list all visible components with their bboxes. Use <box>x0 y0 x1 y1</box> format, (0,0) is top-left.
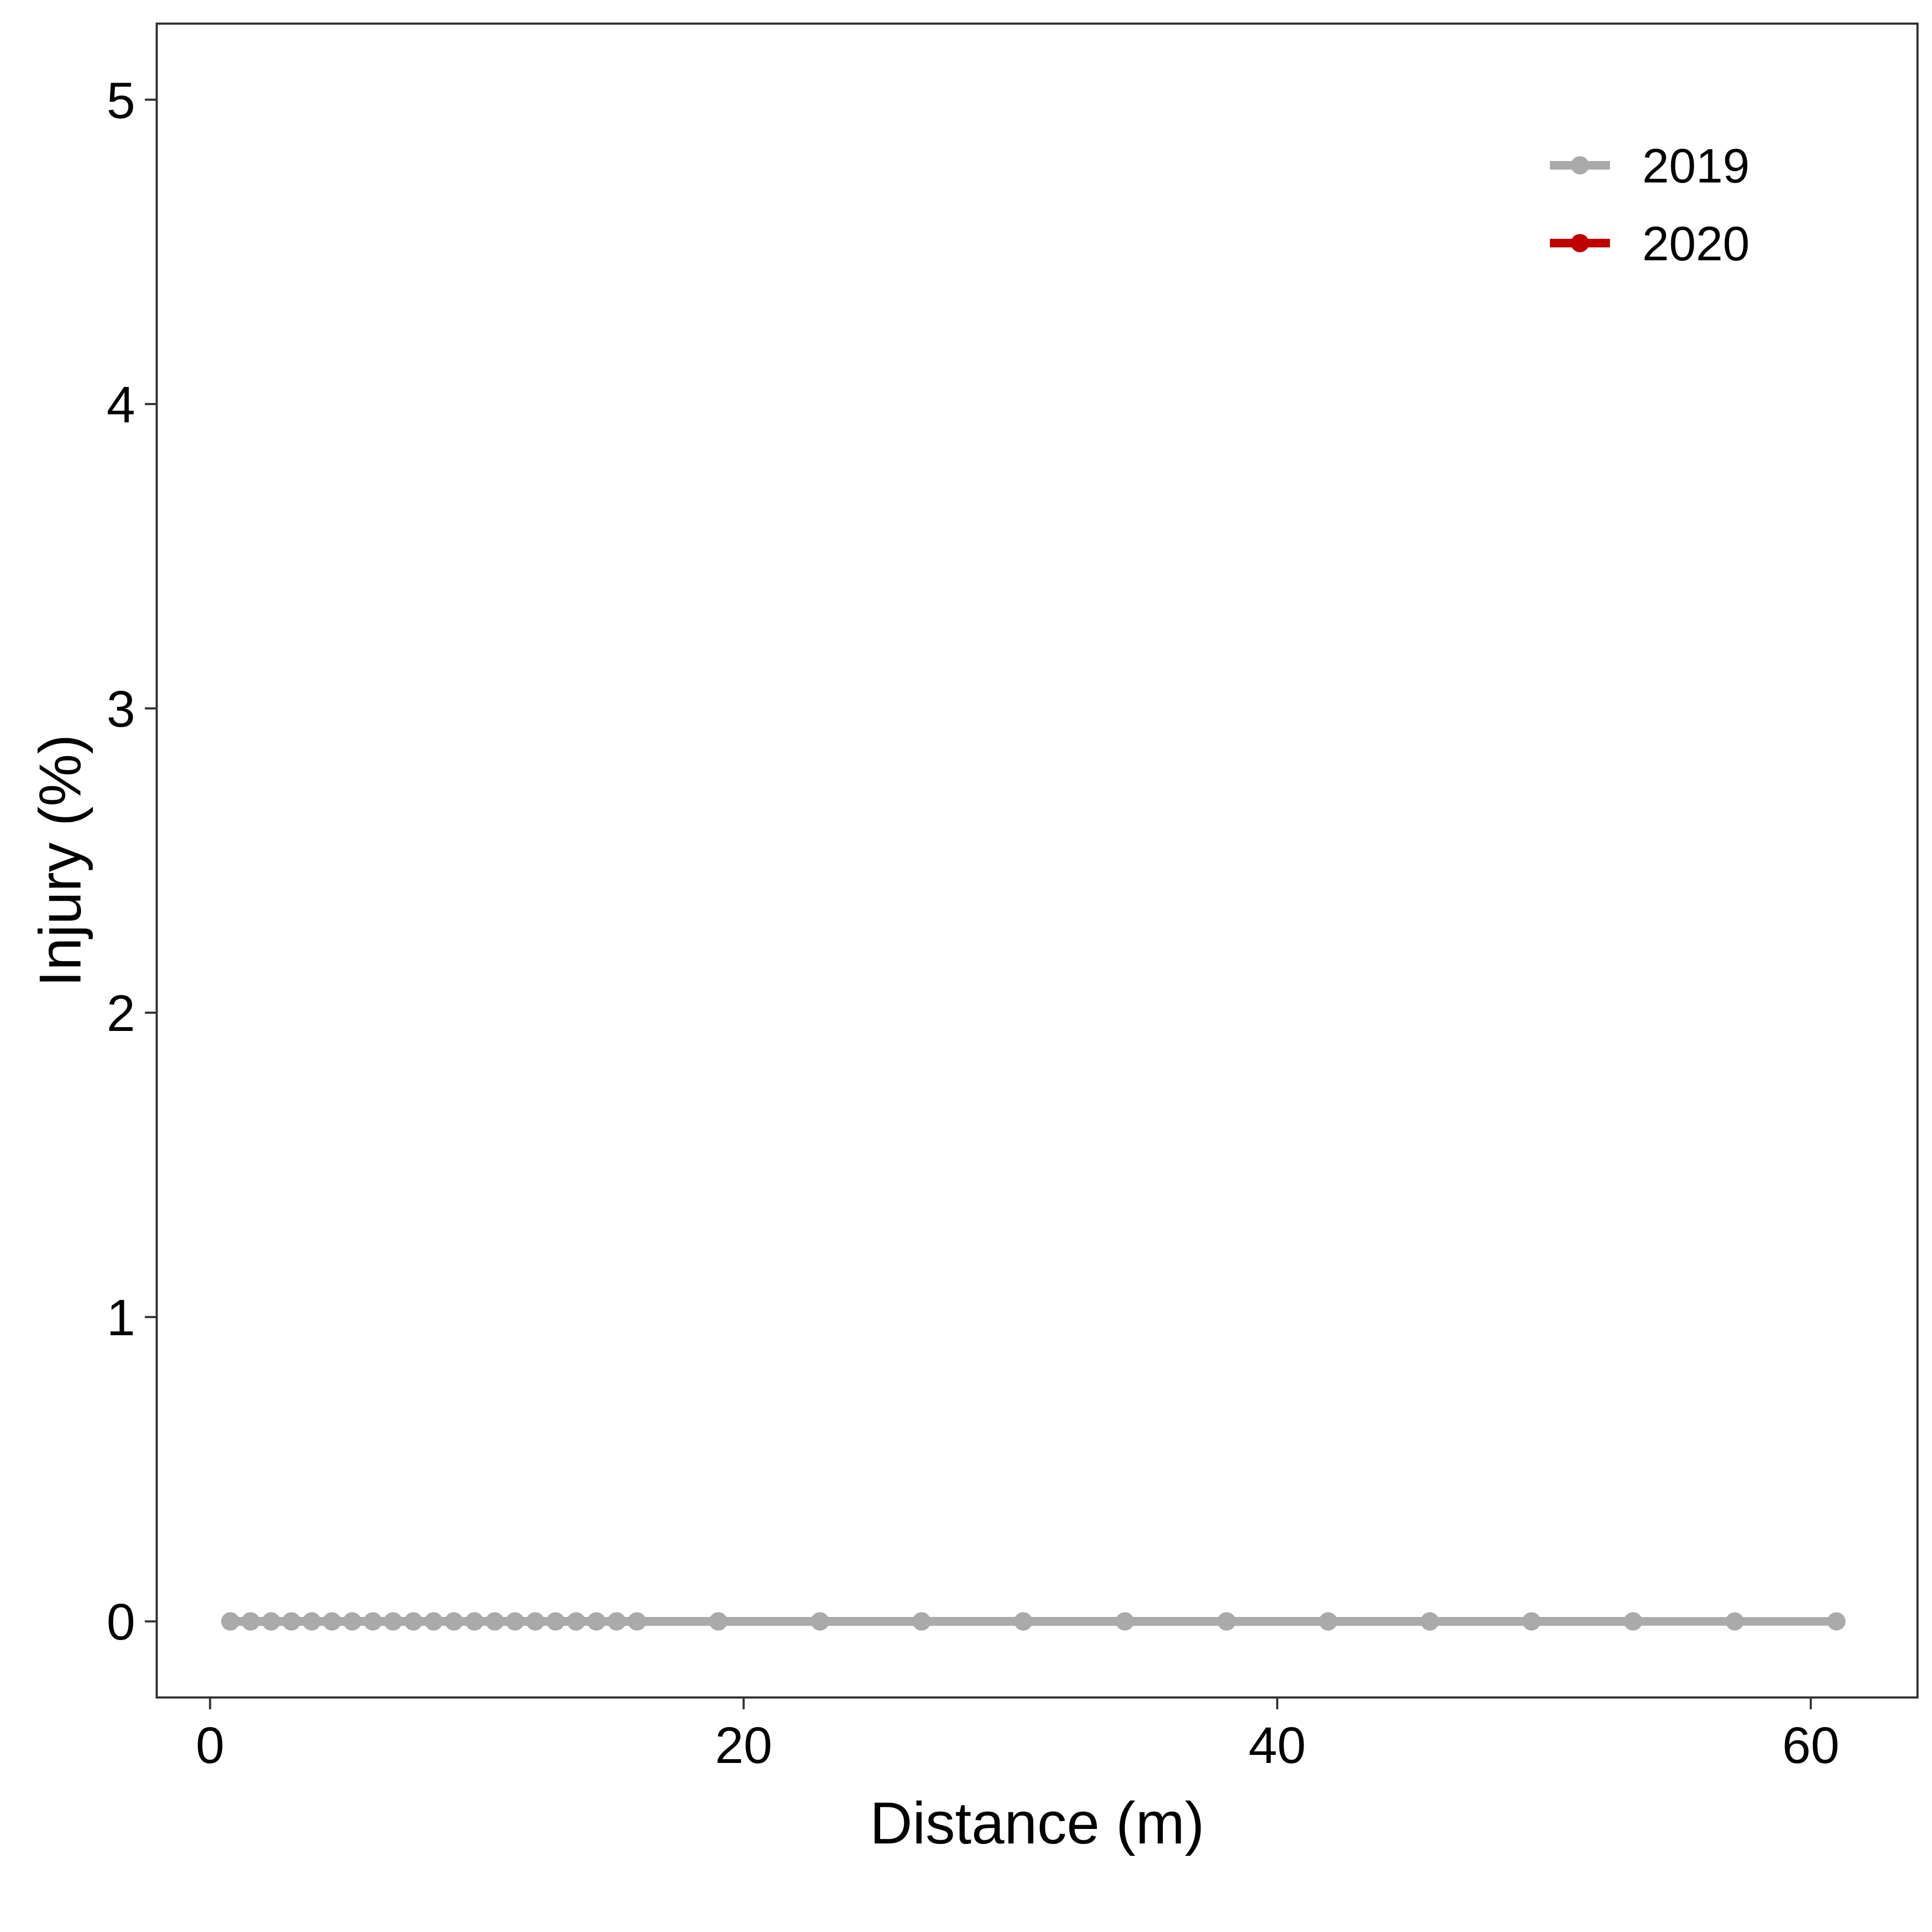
data-point-2019 <box>587 1612 606 1631</box>
legend: 2019 2020 <box>1550 140 1750 271</box>
legend-key-point <box>1571 234 1589 252</box>
data-point-2019 <box>1014 1612 1033 1631</box>
data-point-2019 <box>1827 1612 1846 1631</box>
data-point-2019 <box>608 1612 626 1631</box>
data-point-2019 <box>343 1612 362 1631</box>
y-tick-label: 2 <box>107 985 135 1042</box>
data-point-2019 <box>567 1612 586 1631</box>
data-point-2019 <box>1725 1612 1744 1631</box>
data-point-2019 <box>323 1612 341 1631</box>
data-point-2019 <box>526 1612 545 1631</box>
x-tick-label: 40 <box>1249 1717 1306 1774</box>
data-point-2019 <box>425 1612 443 1631</box>
data-point-2019 <box>363 1612 382 1631</box>
legend-key-point <box>1571 156 1589 174</box>
data-point-2019 <box>262 1612 281 1631</box>
y-axis-title: Injury (%) <box>27 734 93 987</box>
series-layer <box>221 1612 1846 1631</box>
legend-label: 2020 <box>1642 217 1750 271</box>
data-point-2019 <box>1319 1612 1337 1631</box>
data-point-2019 <box>1421 1612 1439 1631</box>
y-tick-label: 0 <box>107 1593 135 1651</box>
data-point-2019 <box>444 1612 463 1631</box>
data-point-2019 <box>485 1612 504 1631</box>
data-point-2019 <box>810 1612 829 1631</box>
plot-panel <box>156 23 1919 1699</box>
data-point-2019 <box>241 1612 260 1631</box>
data-point-2019 <box>404 1612 423 1631</box>
data-point-2019 <box>546 1612 565 1631</box>
data-point-2019 <box>1624 1612 1643 1631</box>
legend-label: 2019 <box>1642 140 1750 193</box>
data-point-2019 <box>282 1612 301 1631</box>
data-point-2019 <box>1522 1612 1541 1631</box>
data-point-2019 <box>1217 1612 1236 1631</box>
x-tick-label: 20 <box>715 1717 772 1774</box>
y-tick-label: 5 <box>107 72 135 129</box>
data-point-2019 <box>465 1612 484 1631</box>
x-axis-title: Distance (m) <box>870 1790 1204 1856</box>
data-point-2019 <box>221 1612 240 1631</box>
y-tick-label: 3 <box>107 680 135 738</box>
y-tick-label: 4 <box>107 376 135 434</box>
data-point-2019 <box>912 1612 931 1631</box>
data-point-2019 <box>709 1612 728 1631</box>
series-2019 <box>221 1612 1846 1631</box>
y-axis: 0 1 2 3 4 5 <box>107 72 157 1651</box>
x-tick-label: 0 <box>196 1717 224 1774</box>
data-point-2019 <box>384 1612 402 1631</box>
data-point-2019 <box>506 1612 524 1631</box>
y-tick-label: 1 <box>107 1289 135 1346</box>
data-point-2019 <box>627 1612 646 1631</box>
data-point-2019 <box>1116 1612 1135 1631</box>
data-point-2019 <box>302 1612 321 1631</box>
x-tick-label: 60 <box>1782 1717 1840 1774</box>
x-axis: 0 20 40 60 <box>196 1697 1840 1774</box>
